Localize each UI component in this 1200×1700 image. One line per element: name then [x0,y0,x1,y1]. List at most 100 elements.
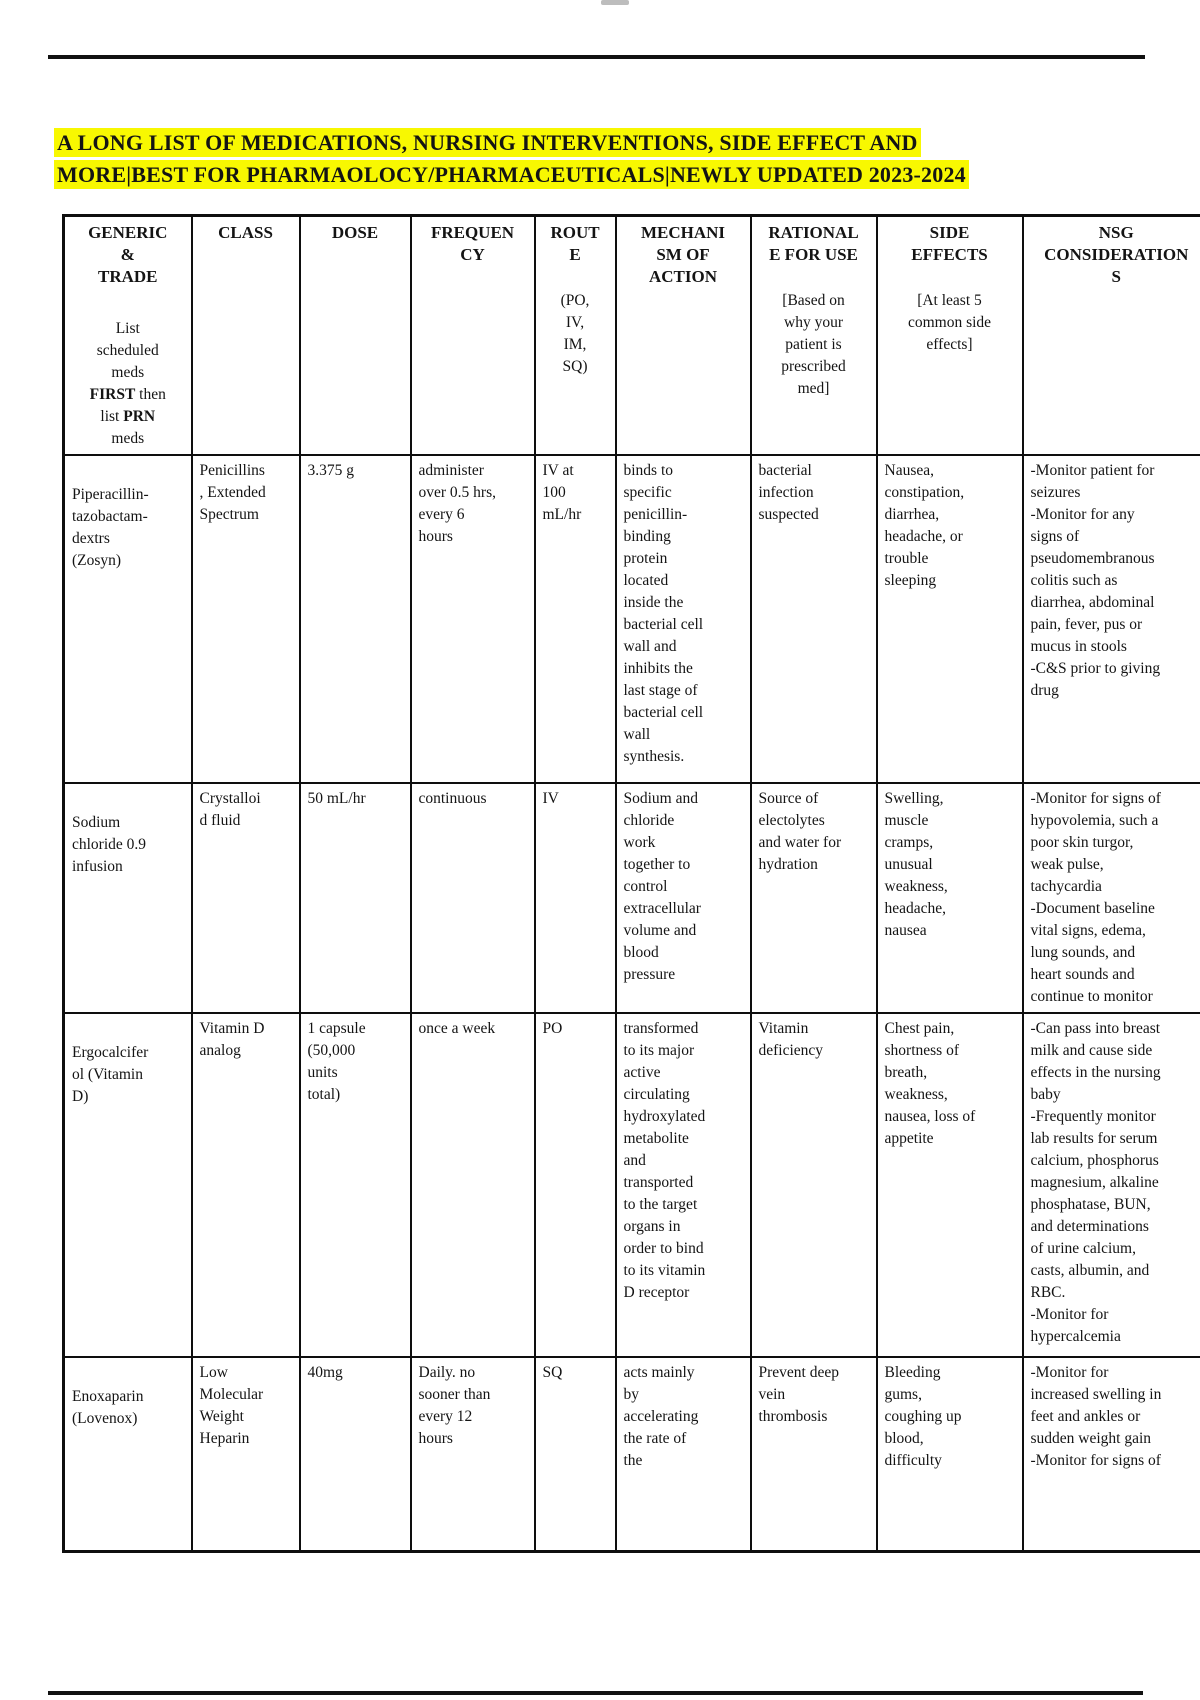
cell-text: 3.375 g [307,462,355,479]
header-row: GENERIC & TRADE List scheduled meds FIRST… [62,214,1200,456]
header-title: MECHANI SM OF ACTION [640,223,726,286]
table-cell: Vitamin deficiency [749,1012,878,1358]
header-note: (PO, IV, IM, SQ) [560,292,590,375]
cell-text: 50 mL/hr [307,790,366,807]
header-cell: NSG CONSIDERATION S [1021,214,1200,456]
table-cell: Swelling, muscle cramps, unusual weaknes… [875,782,1024,1014]
cell-text: SQ [542,1364,563,1381]
table-cell: IV [533,782,617,1014]
table-cell: Daily. no sooner than every 12 hours [409,1356,536,1552]
cell-text: Vitamin D analog [199,1020,265,1059]
page-top-marker-icon [601,0,629,5]
cell-text: Daily. no sooner than every 12 hours [418,1364,491,1447]
cell-text: -Monitor for signs of hypovolemia, such … [1030,790,1161,1005]
table-cell: PO [533,1012,617,1358]
header-note: List scheduled meds FIRST then list PRN … [89,320,166,447]
page-title: A LONG LIST OF MEDICATIONS, NURSING INTE… [54,127,1184,191]
table-row: Enoxaparin (Lovenox) Low Molecular Weight… [62,1356,1200,1552]
cell-text: Vitamin deficiency [758,1020,824,1059]
cell-text: Bleeding gums, coughing up blood, diffic… [884,1364,962,1469]
header-note: [At least 5 common side effects] [907,292,992,353]
header-note: [Based on why your patient is prescribed… [781,292,846,397]
header-cell: DOSE [298,214,412,456]
header-title: RATIONAL E FOR USE [768,223,859,264]
header-cell: RATIONAL E FOR USE [Based on why your pat… [749,214,878,456]
cell-text: 1 capsule (50,000 units total) [307,1020,366,1103]
header-title: NSG CONSIDERATION S [1044,223,1189,286]
header-title: DOSE [331,223,379,242]
table-cell: Piperacillin- tazobactam- dextrs (Zosyn) [62,454,193,784]
table-cell: Crystalloi d fluid [190,782,301,1014]
cell-text: Piperacillin- tazobactam- dextrs (Zosyn) [72,486,149,569]
table-cell: Ergocalcifer ol (Vitamin D) [62,1012,193,1358]
table-row: Piperacillin- tazobactam- dextrs (Zosyn)… [62,454,1200,784]
cell-text: transformed to its major active circulat… [623,1020,706,1301]
table-cell: 3.375 g [298,454,412,784]
cell-text: 40mg [307,1364,343,1381]
cell-text: Penicillins , Extended Spectrum [199,462,266,523]
cell-text: Sodium chloride 0.9 infusion [72,814,147,875]
cell-text: Sodium and chloride work together to con… [623,790,701,983]
cell-text: IV at 100 mL/hr [542,462,582,523]
table-cell: once a week [409,1012,536,1358]
table-cell: binds to specific penicillin- binding pr… [614,454,752,784]
table-cell: 50 mL/hr [298,782,412,1014]
table-row: Sodium chloride 0.9 infusion Crystalloi d… [62,782,1200,1014]
table-cell: Vitamin D analog [190,1012,301,1358]
cell-text: IV [542,790,559,807]
medication-table: GENERIC & TRADE List scheduled meds FIRST… [62,214,1200,1553]
table-cell: IV at 100 mL/hr [533,454,617,784]
cell-text: Ergocalcifer ol (Vitamin D) [72,1044,149,1105]
table-cell: -Monitor patient for seizures -Monitor f… [1021,454,1200,784]
table-cell: Source of electolytes and water for hydr… [749,782,878,1014]
table-row: Ergocalcifer ol (Vitamin D) Vitamin D ana… [62,1012,1200,1358]
cell-text: once a week [418,1020,496,1037]
cell-text: PO [542,1020,563,1037]
top-divider-line [48,55,1145,59]
table-cell: Low Molecular Weight Heparin [190,1356,301,1552]
table-cell: Bleeding gums, coughing up blood, diffic… [875,1356,1024,1552]
table-cell: transformed to its major active circulat… [614,1012,752,1358]
cell-text: Prevent deep vein thrombosis [758,1364,839,1425]
table-cell: -Monitor for increased swelling in feet … [1021,1356,1200,1552]
header-title: FREQUEN CY [430,223,515,264]
table-cell: continuous [409,782,536,1014]
table-cell: -Can pass into breast milk and cause sid… [1021,1012,1200,1358]
table-cell: Nausea, constipation, diarrhea, headache… [875,454,1024,784]
table-cell: Sodium and chloride work together to con… [614,782,752,1014]
cell-text: continuous [418,790,487,807]
table-cell: 40mg [298,1356,412,1552]
cell-text: Chest pain, shortness of breath, weaknes… [884,1020,976,1147]
header-title: GENERIC & TRADE [88,223,168,286]
header-cell: SIDE EFFECTS [At least 5 common side effe… [875,214,1024,456]
header-cell: GENERIC & TRADE List scheduled meds FIRST… [62,214,193,456]
table-cell: -Monitor for signs of hypovolemia, such … [1021,782,1200,1014]
cell-text: administer over 0.5 hrs, every 6 hours [418,462,497,545]
header-cell: ROUT E (PO, IV, IM, SQ) [533,214,617,456]
table-cell: acts mainly by accelerating the rate of … [614,1356,752,1552]
header-cell: CLASS [190,214,301,456]
cell-text: -Monitor patient for seizures -Monitor f… [1030,462,1161,699]
cell-text: Low Molecular Weight Heparin [199,1364,264,1447]
cell-text: acts mainly by accelerating the rate of … [623,1364,699,1469]
table-cell: bacterial infection suspected [749,454,878,784]
highlighted-title-text: A LONG LIST OF MEDICATIONS, NURSING INTE… [54,128,969,189]
table-cell: Chest pain, shortness of breath, weaknes… [875,1012,1024,1358]
cell-text: Nausea, constipation, diarrhea, headache… [884,462,965,589]
cell-text: bacterial infection suspected [758,462,819,523]
header-cell: FREQUEN CY [409,214,536,456]
bottom-divider-line [48,1691,1143,1695]
header-title: CLASS [218,223,273,242]
table-cell: Enoxaparin (Lovenox) [62,1356,193,1552]
table-cell: 1 capsule (50,000 units total) [298,1012,412,1358]
table-cell: SQ [533,1356,617,1552]
header-title: ROUT E [550,223,600,264]
table-cell: Sodium chloride 0.9 infusion [62,782,193,1014]
cell-text: binds to specific penicillin- binding pr… [623,462,704,765]
table-body: Piperacillin- tazobactam- dextrs (Zosyn)… [62,454,1200,1552]
table-cell: Prevent deep vein thrombosis [749,1356,878,1552]
table-cell: administer over 0.5 hrs, every 6 hours [409,454,536,784]
cell-text: Enoxaparin (Lovenox) [72,1388,144,1427]
header-cell: MECHANI SM OF ACTION [614,214,752,456]
